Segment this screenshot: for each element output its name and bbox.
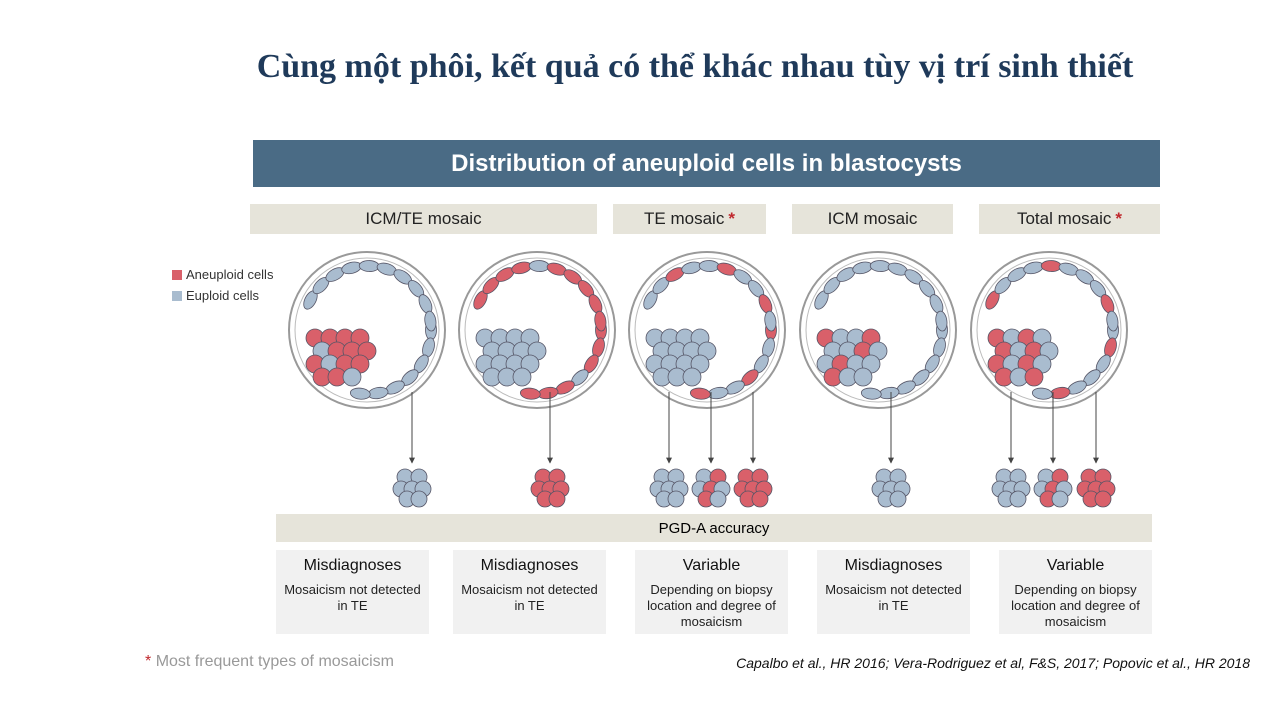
- outcome-heading: Misdiagnoses: [303, 557, 402, 574]
- outcome-text: Mosaicism not detected in TE: [284, 582, 421, 613]
- biopsy-cell: [1009, 490, 1027, 508]
- outcome-text: Mosaicism not detected in TE: [461, 582, 598, 613]
- outcome-text: Depending on biopsy location and degree …: [647, 582, 776, 629]
- te-cell: [519, 387, 541, 400]
- category-label: Total mosaic: [1016, 209, 1112, 228]
- biopsy-cell: [548, 490, 566, 508]
- slide-title: Cùng một phôi, kết quả có thể khác nhau …: [256, 48, 1134, 85]
- biopsy-cell: [709, 490, 727, 508]
- te-cell: [1040, 260, 1062, 272]
- category-label: ICM/TE mosaic: [365, 209, 482, 228]
- category: ICM/TE mosaic: [250, 204, 597, 234]
- footnote: * Most frequent types of mosaicism: [145, 653, 394, 671]
- outcome-heading: Variable: [1046, 557, 1105, 574]
- category: TE mosaic *: [613, 204, 766, 234]
- te-cell: [935, 310, 948, 332]
- biopsy-cell: [751, 490, 769, 508]
- category: ICM mosaic: [792, 204, 953, 234]
- category-label: TE mosaic: [644, 209, 725, 228]
- outcome-box: Misdiagnoses Mosaicism not detected in TE: [453, 550, 606, 634]
- te-cell: [349, 387, 371, 400]
- te-cell: [698, 260, 720, 272]
- icm-cell: [682, 367, 702, 387]
- citation: Capalbo et al., HR 2016; Vera-Rodriguez …: [736, 655, 1250, 671]
- legend-label: Euploid cells: [186, 288, 259, 303]
- accuracy-bar: PGD-A accuracy: [276, 514, 1152, 542]
- outcome-box: Variable Depending on biopsy location and…: [999, 550, 1152, 634]
- icm-cell: [853, 367, 873, 387]
- te-cell: [358, 260, 380, 272]
- outcome-text: Mosaicism not detected in TE: [825, 582, 962, 613]
- star: *: [728, 209, 735, 228]
- category-label: ICM mosaic: [827, 209, 918, 228]
- te-cell: [689, 387, 711, 400]
- outcome-heading: Misdiagnoses: [480, 557, 579, 574]
- biopsy-cell: [1051, 490, 1069, 508]
- legend-item: Euploid cells: [172, 288, 259, 303]
- outcome-box: Misdiagnoses Mosaicism not detected in TE: [276, 550, 429, 634]
- biopsy-cell: [889, 490, 907, 508]
- te-cell: [1106, 310, 1119, 332]
- category: Total mosaic *: [979, 204, 1160, 234]
- biopsy-cell: [667, 490, 685, 508]
- icm-cell: [342, 367, 362, 387]
- outcome-text: Depending on biopsy location and degree …: [1011, 582, 1140, 629]
- outcome-heading: Misdiagnoses: [844, 557, 943, 574]
- te-cell: [869, 260, 891, 272]
- footnote-text: Most frequent types of mosaicism: [155, 653, 394, 670]
- biopsy-cell: [410, 490, 428, 508]
- icm-cell: [1024, 367, 1044, 387]
- te-cell: [594, 310, 607, 332]
- legend-label: Aneuploid cells: [186, 267, 274, 282]
- te-cell: [1031, 387, 1053, 400]
- outcome-box: Variable Depending on biopsy location and…: [635, 550, 788, 634]
- legend-swatch: [172, 269, 182, 280]
- te-cell: [424, 310, 437, 332]
- te-cell: [764, 310, 777, 332]
- biopsy-cell: [1094, 490, 1112, 508]
- te-cell: [528, 260, 550, 272]
- outcome-heading: Variable: [682, 557, 741, 574]
- te-cell: [860, 387, 882, 400]
- legend-item: Aneuploid cells: [172, 267, 273, 282]
- legend-swatch: [172, 290, 182, 301]
- banner: Distribution of aneuploid cells in blast…: [253, 140, 1160, 187]
- outcome-box: Misdiagnoses Mosaicism not detected in TE: [817, 550, 970, 634]
- star: *: [1115, 209, 1123, 228]
- star: *: [145, 653, 152, 670]
- icm-cell: [512, 367, 532, 387]
